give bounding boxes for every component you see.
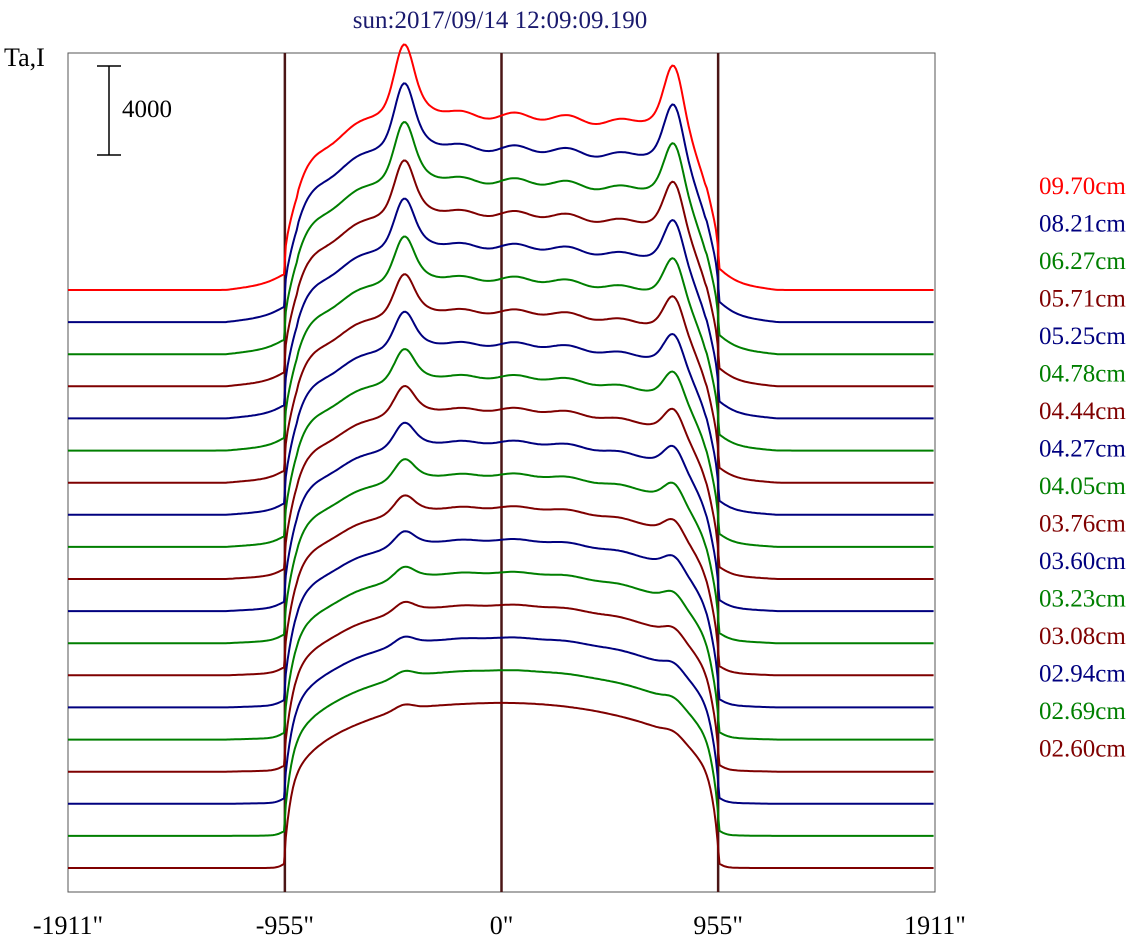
trace-line-5 xyxy=(68,235,934,452)
x-tick-label-1: -955" xyxy=(256,911,314,940)
trace-line-12 xyxy=(68,494,934,677)
legend-entry-13: 02.94cm xyxy=(1039,661,1126,688)
trace-line-9 xyxy=(68,384,934,580)
trace-line-3 xyxy=(68,159,934,388)
legend-entry-9: 03.76cm xyxy=(1039,511,1126,538)
trace-line-1 xyxy=(68,82,934,324)
trace-line-2 xyxy=(68,121,934,356)
x-tick-label-2: 0" xyxy=(490,911,514,940)
trace-line-13 xyxy=(68,530,934,709)
trace-line-10 xyxy=(68,421,934,613)
x-tick-labels: -1911" -955" 0" 955" 1911" xyxy=(33,911,966,940)
legend-entry-1: 08.21cm xyxy=(1039,211,1126,238)
x-tick-label-3: 955" xyxy=(693,911,743,940)
y-axis-label: Ta,I xyxy=(4,43,45,72)
vertical-markers xyxy=(283,53,720,892)
trace-line-6 xyxy=(68,273,934,484)
legend-entry-6: 04.44cm xyxy=(1039,398,1126,425)
legend-entry-15: 02.60cm xyxy=(1039,736,1126,763)
legend-entry-3: 05.71cm xyxy=(1039,286,1126,313)
trace-line-0 xyxy=(68,43,934,291)
legend-entry-12: 03.08cm xyxy=(1039,623,1126,650)
trace-line-16 xyxy=(68,635,934,805)
scale-bar: 4000 xyxy=(97,65,172,156)
legend-entry-7: 04.27cm xyxy=(1039,436,1126,463)
legend-entry-11: 03.23cm xyxy=(1039,586,1126,613)
chart-title: sun:2017/09/14 12:09:09.190 xyxy=(353,7,647,34)
legend-entry-14: 02.69cm xyxy=(1039,698,1126,725)
x-tick-label-0: -1911" xyxy=(33,911,103,940)
legend-entry-4: 05.25cm xyxy=(1039,323,1126,350)
trace-line-17 xyxy=(68,669,934,837)
legend-entry-5: 04.78cm xyxy=(1039,361,1126,388)
legend-entry-8: 04.05cm xyxy=(1039,473,1126,500)
legend-entry-2: 06.27cm xyxy=(1039,248,1126,275)
scale-bar-label: 4000 xyxy=(122,96,172,123)
trace-line-18 xyxy=(68,701,934,869)
trace-line-7 xyxy=(68,310,934,516)
trace-line-11 xyxy=(68,458,934,645)
trace-line-4 xyxy=(68,197,934,420)
trace-group xyxy=(68,43,934,869)
trace-line-14 xyxy=(68,565,934,741)
x-tick-label-4: 1911" xyxy=(904,911,966,940)
legend-entry-0: 09.70cm xyxy=(1039,173,1126,200)
trace-line-15 xyxy=(68,600,934,773)
legend-entry-10: 03.60cm xyxy=(1039,548,1126,575)
legend: 09.70cm 08.21cm 06.27cm 05.71cm 05.25cm 04.78… xyxy=(1039,173,1126,763)
trace-line-8 xyxy=(68,348,934,548)
